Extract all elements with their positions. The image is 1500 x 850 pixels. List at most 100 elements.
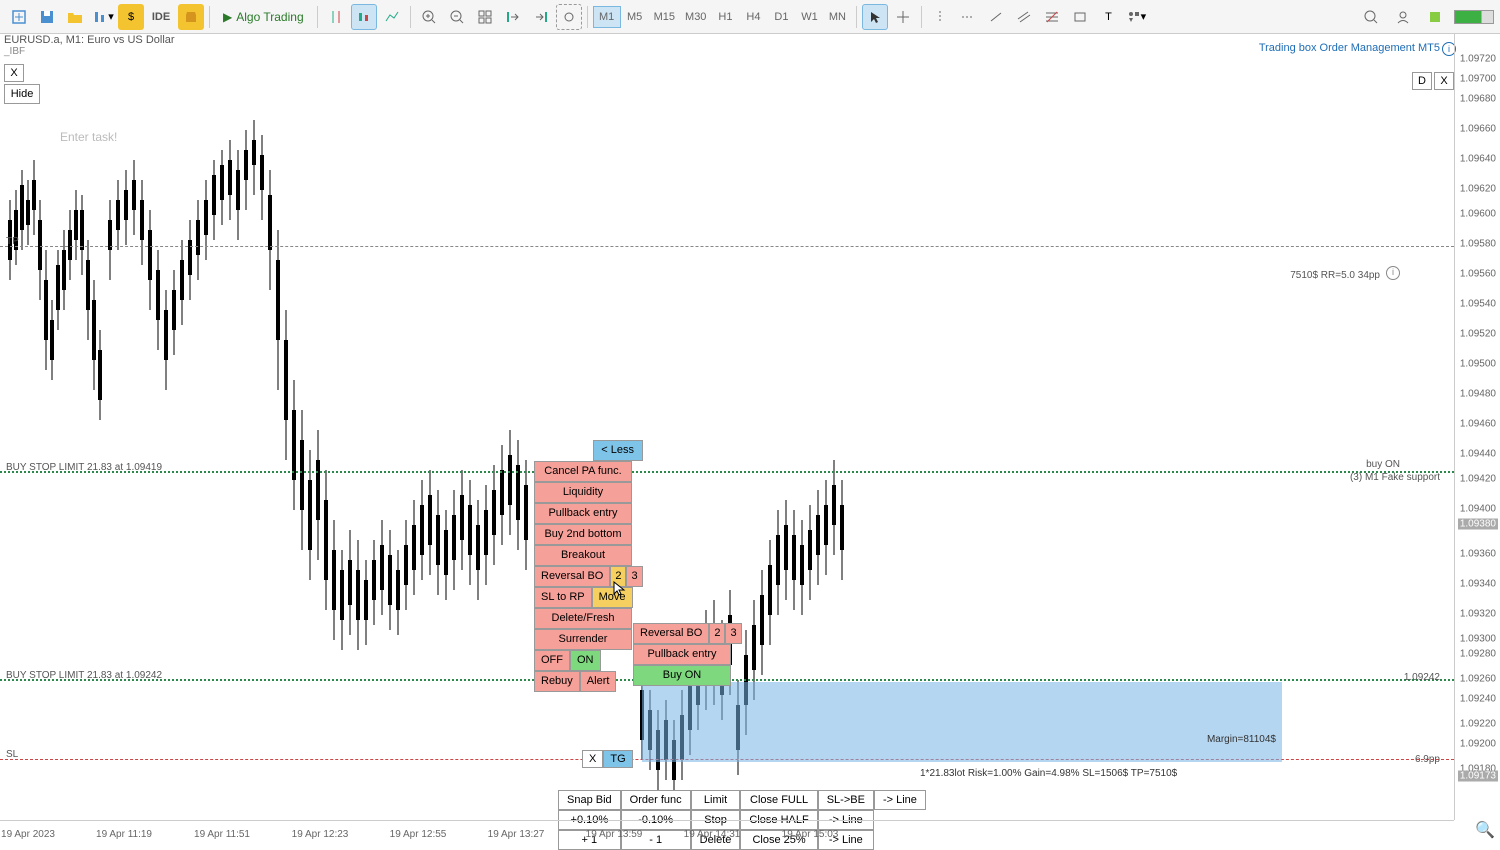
tg-button[interactable]: TG xyxy=(603,750,632,768)
price-tick: 1.09360 xyxy=(1460,549,1496,560)
chart-type-icon[interactable]: ▾ xyxy=(90,4,116,30)
cursor-icon[interactable] xyxy=(862,4,888,30)
zoom-icon[interactable]: 🔍 xyxy=(1474,820,1496,842)
save-icon[interactable] xyxy=(34,4,60,30)
fibo-icon[interactable] xyxy=(1039,4,1065,30)
hline-icon[interactable] xyxy=(955,4,981,30)
menu2-buy-on[interactable]: Buy ON xyxy=(633,665,731,686)
text-icon[interactable]: T xyxy=(1095,4,1121,30)
timeframe-d1[interactable]: D1 xyxy=(767,6,795,28)
menu-rebuy[interactable]: Rebuy xyxy=(534,671,580,692)
time-tick: 19 Apr 12:23 xyxy=(292,829,349,840)
menu-surrender[interactable]: Surrender xyxy=(534,629,632,650)
grid--line[interactable]: -> Line xyxy=(874,790,926,810)
zoom-out-icon[interactable] xyxy=(444,4,470,30)
price-tick: 1.09560 xyxy=(1460,269,1496,280)
crosshair-icon[interactable] xyxy=(890,4,916,30)
price-tick: 1.09420 xyxy=(1460,474,1496,485)
menu-pullback-entry[interactable]: Pullback entry xyxy=(534,503,632,524)
x-small-button[interactable]: X xyxy=(582,750,603,768)
menu2-pullback-entry[interactable]: Pullback entry xyxy=(633,644,731,665)
timeframe-h4[interactable]: H4 xyxy=(739,6,767,28)
price-tick: 1.09260 xyxy=(1460,674,1496,685)
grid-limit[interactable]: Limit xyxy=(691,790,741,810)
menu-buy-2nd-bottom[interactable]: Buy 2nd bottom xyxy=(534,524,632,545)
trade-menu-secondary: Reversal BO23Pullback entryBuy ON xyxy=(633,623,742,686)
price-tick: 1.09580 xyxy=(1460,239,1496,250)
time-tick: 19 Apr 13:59 xyxy=(586,829,643,840)
folder-icon[interactable] xyxy=(62,4,88,30)
objects-icon[interactable]: ▾ xyxy=(1123,4,1149,30)
price-marker: 1.09380 xyxy=(1458,519,1498,530)
account-icon[interactable] xyxy=(1390,4,1416,30)
timeframe-mn[interactable]: MN xyxy=(823,6,851,28)
market-icon[interactable] xyxy=(178,4,204,30)
menu-reversal-bo[interactable]: Reversal BO xyxy=(534,566,610,587)
menu-move[interactable]: Move xyxy=(592,587,633,608)
auto-scroll-icon[interactable] xyxy=(556,4,582,30)
trade-menu-main: < Less Cancel PA func.LiquidityPullback … xyxy=(534,440,643,692)
trade-zone[interactable]: Margin=81104$ xyxy=(642,682,1282,762)
price-tick: 1.09480 xyxy=(1460,389,1496,400)
menu-on[interactable]: ON xyxy=(570,650,601,671)
grid-order-func[interactable]: Order func xyxy=(621,790,691,810)
chart-area: EURUSD.a, M1: Euro vs US Dollar _IBF Tra… xyxy=(0,34,1500,844)
search-icon[interactable] xyxy=(1358,4,1384,30)
menu-alert[interactable]: Alert xyxy=(580,671,617,692)
timeframe-m15[interactable]: M15 xyxy=(649,6,680,28)
timeframe-m1[interactable]: M1 xyxy=(593,6,621,28)
info-circle-icon[interactable]: i xyxy=(1386,266,1400,280)
xtg-buttons: X TG xyxy=(582,750,633,768)
order-line-1[interactable]: BUY STOP LIMIT 21.83 at 1.09419 xyxy=(0,471,1454,473)
menu-off[interactable]: OFF xyxy=(534,650,570,671)
timeframe-m5[interactable]: M5 xyxy=(621,6,649,28)
menu-cancel-pa-func-[interactable]: Cancel PA func. xyxy=(534,461,632,482)
price-tick: 1.09540 xyxy=(1460,299,1496,310)
info-line: 7510$ RR=5.0 34pp xyxy=(1290,270,1380,281)
menu-2[interactable]: 2 xyxy=(610,566,626,587)
price-tick: 1.09440 xyxy=(1460,449,1496,460)
price-tick: 1.09620 xyxy=(1460,184,1496,195)
vps-icon[interactable] xyxy=(1422,4,1448,30)
menu2-2[interactable]: 2 xyxy=(709,623,725,644)
bar-chart-icon[interactable] xyxy=(351,4,377,30)
timeframe-w1[interactable]: W1 xyxy=(795,6,823,28)
price-tick: 1.09520 xyxy=(1460,329,1496,340)
menu-breakout[interactable]: Breakout xyxy=(534,545,632,566)
shift-icon[interactable] xyxy=(500,4,526,30)
price-tick: 1.09400 xyxy=(1460,504,1496,515)
grid-close-full[interactable]: Close FULL xyxy=(740,790,817,810)
new-chart-icon[interactable] xyxy=(6,4,32,30)
line-chart-icon[interactable] xyxy=(379,4,405,30)
less-button[interactable]: < Less xyxy=(593,440,643,461)
grid-sl-be[interactable]: SL->BE xyxy=(818,790,874,810)
tp-line: TP xyxy=(0,246,1454,247)
vline-icon[interactable] xyxy=(927,4,953,30)
time-tick: 19 Apr 2023 xyxy=(1,829,55,840)
scroll-lock-icon[interactable] xyxy=(528,4,554,30)
algo-trading-button[interactable]: ▶Algo Trading xyxy=(215,4,312,30)
dollar-icon[interactable]: $ xyxy=(118,4,144,30)
timeframe-m30[interactable]: M30 xyxy=(680,6,711,28)
trendline-icon[interactable] xyxy=(983,4,1009,30)
pp-label: 6.9pp xyxy=(1415,754,1440,765)
menu-delete-fresh[interactable]: Delete/Fresh xyxy=(534,608,632,629)
timeframe-h1[interactable]: H1 xyxy=(711,6,739,28)
menu2-3[interactable]: 3 xyxy=(725,623,741,644)
price-tick: 1.09680 xyxy=(1460,94,1496,105)
calc-label: 1*21.83lot Risk=1.00% Gain=4.98% SL=1506… xyxy=(920,768,1177,779)
rect-icon[interactable] xyxy=(1067,4,1093,30)
candle-icon[interactable] xyxy=(323,4,349,30)
channel-icon[interactable] xyxy=(1011,4,1037,30)
price-tick: 1.09640 xyxy=(1460,154,1496,165)
ide-button[interactable]: IDE xyxy=(146,4,176,30)
grid-icon[interactable] xyxy=(472,4,498,30)
menu2-reversal-bo[interactable]: Reversal BO xyxy=(633,623,709,644)
menu-3[interactable]: 3 xyxy=(626,566,642,587)
zoom-in-icon[interactable] xyxy=(416,4,442,30)
price-tick: 1.09220 xyxy=(1460,719,1496,730)
menu-sl-to-rp[interactable]: SL to RP xyxy=(534,587,592,608)
grid-snap-bid[interactable]: Snap Bid xyxy=(558,790,621,810)
menu-liquidity[interactable]: Liquidity xyxy=(534,482,632,503)
time-tick: 19 Apr 13:27 xyxy=(488,829,545,840)
